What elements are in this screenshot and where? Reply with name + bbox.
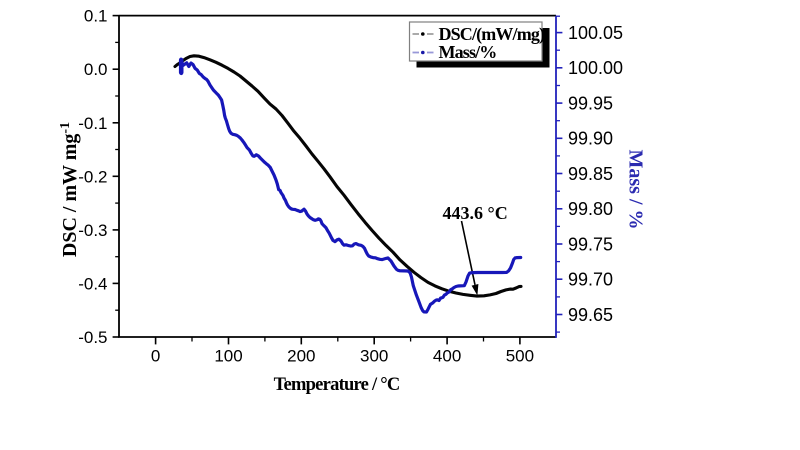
svg-text:100: 100 [214,347,242,366]
svg-text:100.00: 100.00 [568,58,623,78]
svg-text:Mass / %: Mass / % [625,150,647,230]
svg-text:-0.3: -0.3 [78,221,107,240]
svg-text:99.70: 99.70 [568,270,613,290]
svg-text:99.95: 99.95 [568,93,613,113]
svg-text:443.6 °C: 443.6 °C [443,203,508,223]
svg-text:300: 300 [360,347,388,366]
svg-text:99.85: 99.85 [568,164,613,184]
svg-text:Temperature / °C: Temperature / °C [274,375,400,395]
svg-text:DSC / mW mg-1: DSC / mW mg-1 [58,122,81,257]
svg-text:-0.4: -0.4 [78,274,107,293]
svg-text:100.05: 100.05 [568,23,623,43]
svg-text:200: 200 [287,347,315,366]
svg-text:Mass/%: Mass/% [439,42,497,62]
svg-text:99.75: 99.75 [568,234,613,254]
svg-text:0.0: 0.0 [84,60,108,79]
svg-text:99.65: 99.65 [568,305,613,325]
svg-text:0: 0 [151,347,160,366]
svg-text:500: 500 [506,347,534,366]
svg-text:0.1: 0.1 [84,7,108,26]
svg-text:-0.5: -0.5 [78,328,107,347]
svg-text:400: 400 [433,347,461,366]
svg-text:99.90: 99.90 [568,129,613,149]
svg-text:-0.1: -0.1 [78,114,107,133]
svg-text:99.80: 99.80 [568,199,613,219]
svg-text:-0.2: -0.2 [78,167,107,186]
svg-text:DSC/(mW/mg): DSC/(mW/mg) [439,24,545,45]
